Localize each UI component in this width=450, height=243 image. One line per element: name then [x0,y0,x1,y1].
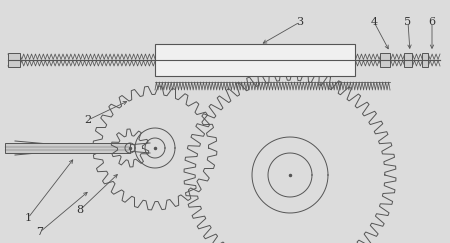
Bar [8,53,20,67]
Text: 1: 1 [24,213,32,223]
Text: 5: 5 [405,17,412,27]
Text: 2: 2 [85,115,91,125]
Text: 8: 8 [76,205,84,215]
Bar [155,44,355,76]
Bar [380,53,390,67]
Text: 3: 3 [297,17,304,27]
Text: 7: 7 [36,227,44,237]
Bar [5,143,130,153]
Text: 6: 6 [428,17,436,27]
Text: 4: 4 [370,17,378,27]
Bar [404,53,412,67]
Bar [422,53,428,67]
